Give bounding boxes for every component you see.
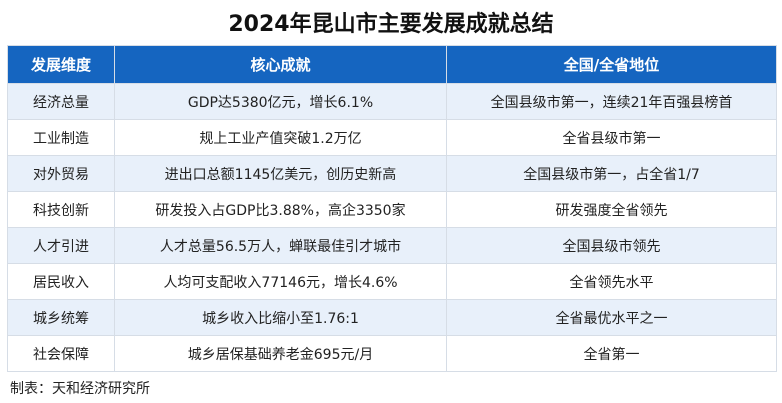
table-row: 居民收入 人均可支配收入77146元，增长4.6% 全省领先水平 [7, 263, 777, 300]
cell-status: 全国县级市领先 [446, 227, 777, 264]
table-row: 城乡统筹 城乡收入比缩小至1.76:1 全省最优水平之一 [7, 299, 777, 336]
source-note: 制表：天和经济研究所 [10, 381, 150, 397]
cell-achievement: 规上工业产值突破1.2万亿 [114, 119, 447, 156]
cell-dimension: 社会保障 [7, 335, 115, 372]
cell-achievement: 人均可支配收入77146元，增长4.6% [114, 263, 447, 300]
table-row: 人才引进 人才总量56.5万人，蝉联最佳引才城市 全国县级市领先 [7, 227, 777, 264]
cell-dimension: 科技创新 [7, 191, 115, 228]
table-row: 科技创新 研发投入占GDP比3.88%，高企3350家 研发强度全省领先 [7, 191, 777, 228]
cell-dimension: 居民收入 [7, 263, 115, 300]
table-row: 社会保障 城乡居保基础养老金695元/月 全省第一 [7, 335, 777, 372]
cell-status: 全省最优水平之一 [446, 299, 777, 336]
cell-achievement: 城乡收入比缩小至1.76:1 [114, 299, 447, 336]
table-row: 工业制造 规上工业产值突破1.2万亿 全省县级市第一 [7, 119, 777, 156]
cell-achievement: GDP达5380亿元，增长6.1% [114, 83, 447, 120]
cell-achievement: 城乡居保基础养老金695元/月 [114, 335, 447, 372]
cell-status: 全省县级市第一 [446, 119, 777, 156]
cell-dimension: 对外贸易 [7, 155, 115, 192]
cell-dimension: 工业制造 [7, 119, 115, 156]
cell-status: 全省第一 [446, 335, 777, 372]
achievements-table: 发展维度 核心成就 全国/全省地位 经济总量 GDP达5380亿元，增长6.1% 全… [7, 45, 777, 372]
cell-status: 全省领先水平 [446, 263, 777, 300]
cell-status: 全国县级市第一，连续21年百强县榜首 [446, 83, 777, 120]
table-row: 经济总量 GDP达5380亿元，增长6.1% 全国县级市第一，连续21年百强县榜首 [7, 83, 777, 120]
cell-achievement: 研发投入占GDP比3.88%，高企3350家 [114, 191, 447, 228]
cell-status: 全国县级市第一，占全省1/7 [446, 155, 777, 192]
header-status: 全国/全省地位 [446, 45, 777, 84]
cell-achievement: 人才总量56.5万人，蝉联最佳引才城市 [114, 227, 447, 264]
table-header-row: 发展维度 核心成就 全国/全省地位 [7, 45, 777, 84]
page-title: 2024年昆山市主要发展成就总结 [228, 12, 554, 37]
cell-dimension: 人才引进 [7, 227, 115, 264]
table-row: 对外贸易 进出口总额1145亿美元，创历史新高 全国县级市第一，占全省1/7 [7, 155, 777, 192]
header-dimension: 发展维度 [7, 45, 115, 84]
cell-status: 研发强度全省领先 [446, 191, 777, 228]
header-achievement: 核心成就 [114, 45, 447, 84]
cell-dimension: 经济总量 [7, 83, 115, 120]
cell-achievement: 进出口总额1145亿美元，创历史新高 [114, 155, 447, 192]
cell-dimension: 城乡统筹 [7, 299, 115, 336]
